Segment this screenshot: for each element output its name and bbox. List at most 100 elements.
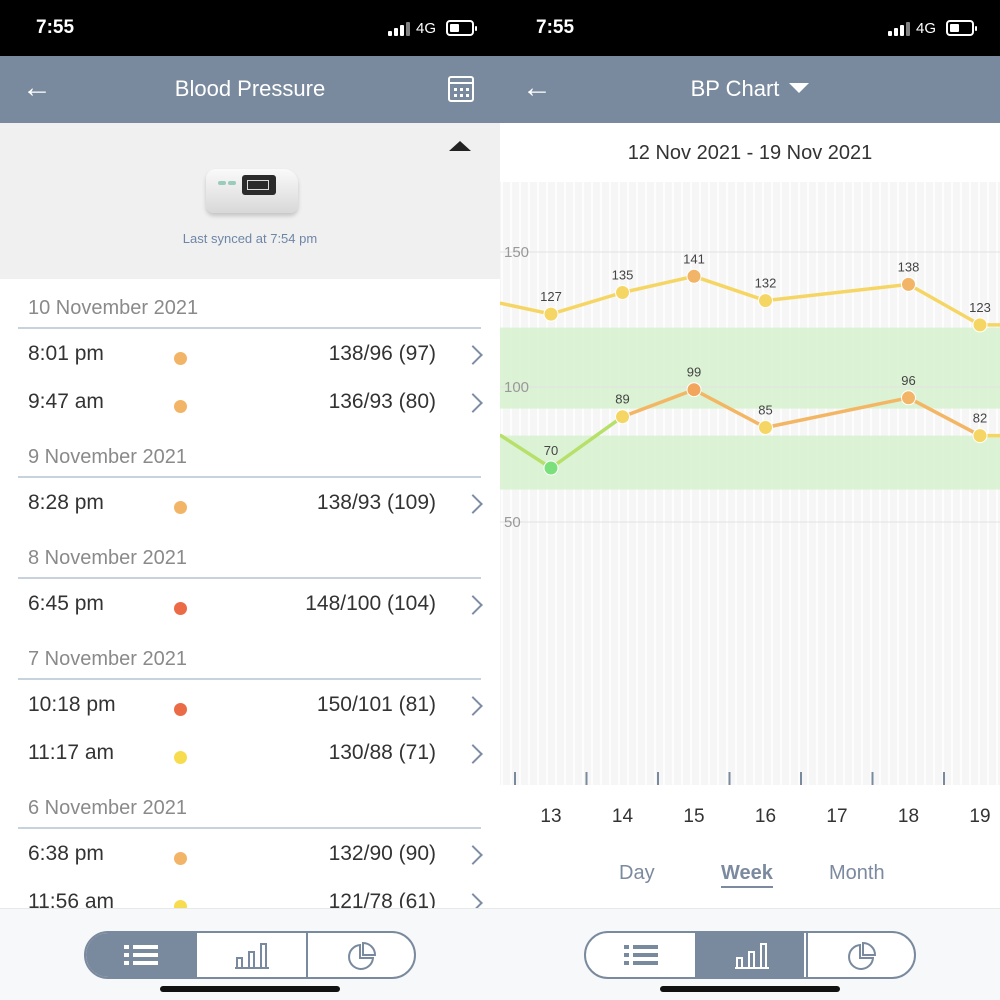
day-header: 6 November 2021 [18, 779, 481, 829]
home-indicator [660, 986, 840, 992]
systolic-point [972, 317, 988, 333]
systolic-point [901, 276, 916, 292]
diastolic-line-segment [906, 396, 982, 438]
x-tick-label: 16 [754, 806, 777, 827]
systolic-data-label: 141 [683, 251, 705, 266]
bp-chart-screen: 7:55 4G ← BP Chart 12 Nov 2021 - 19 Nov … [500, 0, 1000, 1000]
x-tick-label: 14 [611, 806, 634, 827]
record-reading: 138/93 (109) [316, 491, 436, 514]
systolic-line-segment [500, 301, 553, 316]
list-icon [624, 945, 658, 965]
diastolic-point [758, 420, 773, 435]
diastolic-line-segment [549, 414, 625, 470]
chevron-right-icon[interactable] [463, 393, 483, 413]
pie-chart-icon [848, 941, 877, 970]
normal-range-band [500, 435, 1000, 490]
chart-view-tab[interactable] [695, 933, 804, 977]
range-tab-week[interactable]: Week [721, 862, 773, 888]
systolic-line-segment [906, 282, 982, 327]
collapse-up-icon[interactable] [449, 141, 471, 151]
diastolic-data-label: 85 [758, 403, 772, 418]
record-row[interactable]: 8:28 pm 138/93 (109) [28, 479, 484, 527]
record-row[interactable]: 11:17 am 130/88 (71) [28, 729, 484, 777]
diastolic-line-segment [763, 396, 911, 430]
record-time: 11:56 am [28, 890, 114, 913]
list-view-tab[interactable] [86, 933, 195, 977]
status-dot-icon [174, 852, 187, 865]
summary-view-tab[interactable] [806, 933, 914, 977]
diastolic-data-label: 89 [615, 392, 629, 407]
record-reading: 132/90 (90) [328, 842, 436, 865]
systolic-line-segment [620, 274, 696, 295]
list-view-tab[interactable] [586, 933, 695, 977]
last-synced-text: Last synced at 7:54 pm [182, 231, 318, 246]
record-reading: 138/96 (97) [328, 342, 436, 365]
y-tick-label: 50 [504, 514, 521, 531]
signal-icon [888, 22, 910, 36]
record-row[interactable]: 6:45 pm 148/100 (104) [28, 580, 484, 628]
systolic-data-label: 135 [612, 268, 634, 283]
record-time: 11:17 am [28, 741, 114, 764]
record-reading: 148/100 (104) [305, 592, 436, 615]
chevron-right-icon[interactable] [463, 345, 483, 365]
status-time: 7:55 [36, 17, 75, 38]
bp-list-screen: 7:55 4G ← Blood Pressure Last synced at … [0, 0, 500, 1000]
systolic-line-segment [549, 290, 625, 316]
diastolic-data-label: 99 [687, 365, 701, 380]
range-tab-month[interactable]: Month [829, 862, 885, 884]
signal-icon [388, 22, 410, 36]
diastolic-data-label: 96 [901, 373, 915, 388]
back-arrow-icon[interactable]: ← [522, 71, 552, 104]
bar-chart-icon [735, 941, 769, 969]
page-title: BP Chart [690, 76, 780, 101]
systolic-line-segment [763, 282, 911, 303]
x-tick-label: 13 [540, 806, 562, 827]
record-time: 8:01 pm [28, 342, 104, 365]
normal-range-band [500, 327, 1000, 409]
view-tabbar [500, 908, 1000, 1000]
calendar-icon[interactable] [448, 76, 474, 102]
diastolic-line-segment [500, 433, 553, 470]
record-time: 6:38 pm [28, 842, 104, 865]
record-time: 9:47 am [28, 390, 104, 413]
record-row[interactable]: 6:38 pm 132/90 (90) [28, 830, 484, 878]
bp-line-chart[interactable]: 2001501005012713514113213812370899985968… [500, 182, 1000, 785]
page-title: Blood Pressure [174, 76, 326, 101]
status-dot-icon [174, 352, 187, 365]
chevron-right-icon[interactable] [463, 845, 483, 865]
header: ← Blood Pressure [0, 56, 500, 123]
chart-view-tab[interactable] [195, 933, 304, 977]
x-tick-label: 17 [826, 806, 848, 827]
record-row[interactable]: 11:56 am 121/78 (61) [28, 878, 484, 926]
chevron-right-icon[interactable] [463, 696, 483, 716]
systolic-point [758, 293, 773, 309]
range-tab-day[interactable]: Day [619, 862, 655, 884]
diastolic-data-label: 70 [544, 443, 558, 458]
chevron-right-icon[interactable] [463, 595, 483, 615]
diastolic-data-label: 82 [973, 411, 987, 426]
status-time: 7:55 [536, 17, 575, 38]
record-reading: 150/101 (81) [316, 693, 436, 716]
x-tick-label: 18 [897, 806, 920, 827]
record-row[interactable]: 10:18 pm 150/101 (81) [28, 681, 484, 729]
record-reading: 136/93 (80) [328, 390, 436, 413]
diastolic-point [901, 390, 916, 406]
record-row[interactable]: 9:47 am 136/93 (80) [28, 378, 484, 426]
diastolic-line-segment [692, 387, 768, 430]
home-indicator [160, 986, 340, 992]
systolic-data-label: 127 [540, 289, 562, 304]
diastolic-point [615, 409, 630, 425]
status-dot-icon [174, 602, 187, 615]
record-time: 6:45 pm [28, 592, 104, 615]
systolic-line-segment [692, 274, 768, 303]
chart-title-dropdown[interactable]: BP Chart [500, 76, 1000, 102]
back-arrow-icon[interactable]: ← [22, 71, 52, 104]
record-time: 8:28 pm [28, 491, 104, 514]
summary-view-tab[interactable] [306, 933, 414, 977]
chevron-right-icon[interactable] [463, 494, 483, 514]
chevron-right-icon[interactable] [463, 744, 483, 764]
day-header: 8 November 2021 [18, 529, 481, 579]
view-tabbar [0, 908, 500, 1000]
record-row[interactable]: 8:01 pm 138/96 (97) [28, 330, 484, 378]
device-sync-panel: Last synced at 7:54 pm [0, 123, 500, 279]
